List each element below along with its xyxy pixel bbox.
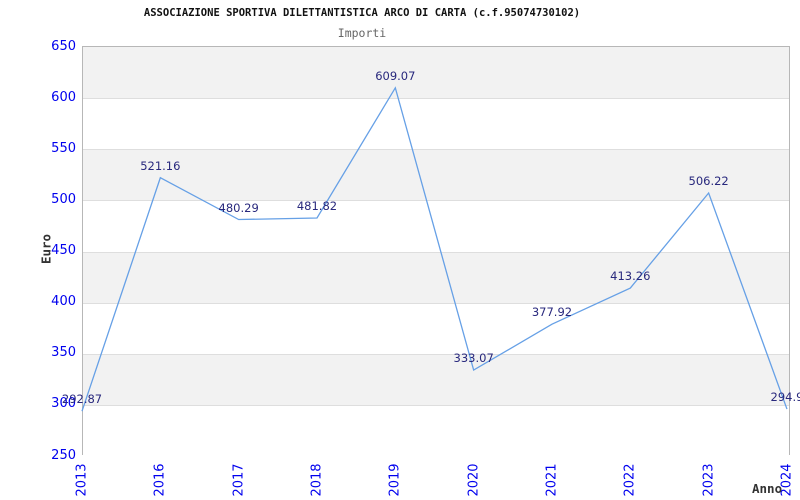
gridline <box>83 200 789 202</box>
gridline <box>83 302 789 304</box>
x-tick-label: 2019 <box>387 463 403 497</box>
data-point-label: 609.07 <box>375 68 416 83</box>
x-tick-label: 2018 <box>309 463 325 497</box>
x-tick-label: 2023 <box>701 463 717 497</box>
data-point-label: 377.92 <box>531 305 573 320</box>
background-band <box>83 302 789 354</box>
x-tick-label: 2016 <box>152 463 168 497</box>
data-point-label: 481.82 <box>296 198 338 213</box>
background-band <box>83 200 789 252</box>
y-tick-label: 650 <box>51 38 76 54</box>
y-tick-label: 500 <box>51 191 76 207</box>
chart-title: ASSOCIAZIONE SPORTIVA DILETTANTISTICA AR… <box>143 7 581 19</box>
gridline <box>83 353 789 355</box>
gridline <box>83 251 789 253</box>
y-tick-label: 600 <box>51 89 76 105</box>
y-tick-label: 250 <box>51 447 76 463</box>
y-axis-title: Euro <box>38 233 54 265</box>
data-point-label: 480.29 <box>218 200 259 215</box>
background-band <box>83 98 789 150</box>
gridline <box>83 149 789 151</box>
data-point-label: 292.87 <box>61 392 103 407</box>
data-point-label: 333.07 <box>453 351 494 366</box>
x-tick-label: 2020 <box>466 463 482 497</box>
data-point-label: 521.16 <box>140 158 181 173</box>
x-tick-label: 2022 <box>622 463 638 497</box>
gridline <box>83 404 789 406</box>
y-tick-label: 550 <box>51 140 76 156</box>
background-band <box>83 353 789 405</box>
data-point-label: 506.22 <box>688 174 729 188</box>
background-band <box>83 149 789 201</box>
data-point-label: 294.9 <box>770 390 800 405</box>
background-band <box>83 404 789 456</box>
y-tick-label: 300 <box>51 396 76 412</box>
y-tick-label: 350 <box>51 345 76 361</box>
plot-area <box>82 46 790 456</box>
y-tick-label: 400 <box>51 294 76 310</box>
chart-subtitle: Importi <box>337 26 387 40</box>
gridline <box>83 98 789 100</box>
background-band <box>83 251 789 303</box>
x-tick-label: 2021 <box>544 463 560 497</box>
data-point-label: 413.26 <box>610 269 651 284</box>
x-axis-title: Anno <box>752 481 783 496</box>
x-tick-label: 2013 <box>74 463 90 497</box>
background-band <box>83 47 789 99</box>
x-tick-label: 2017 <box>231 463 247 497</box>
y-tick-label: 450 <box>51 243 76 258</box>
